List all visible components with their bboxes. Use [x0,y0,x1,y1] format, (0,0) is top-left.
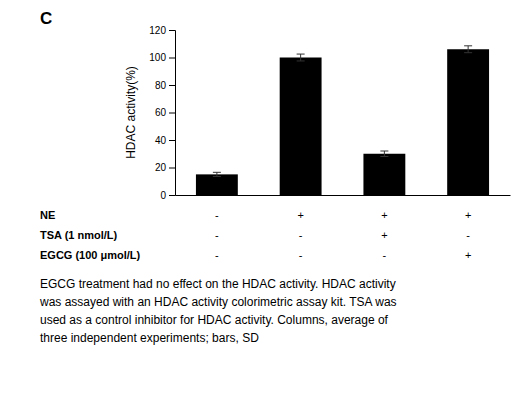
error-bar [213,172,221,176]
caption-line: EGCG treatment had no effect on the HDAC… [40,277,396,291]
y-axis-line [169,31,176,196]
panel-label: C [40,9,52,28]
caption-line: used as a control inhibitor for HDAC act… [40,313,389,327]
y-tick-label: 40 [155,135,167,146]
error-bar [380,151,388,157]
bar [196,174,238,195]
y-tick-mark [169,30,175,31]
error-bar-segment [213,176,221,177]
error-bar-segment [380,151,388,152]
error-bar-segment [464,45,472,46]
bar [363,154,405,195]
row-sign: - [299,249,303,261]
y-tick: 60 [155,107,175,118]
row-sign: + [297,209,303,221]
y-tick: 20 [155,162,175,173]
error-bar-segment [297,60,305,61]
caption-line: three independent experiments; bars, SD [40,331,259,345]
y-tick-label: 20 [155,162,167,173]
error-bar-segment [384,151,385,157]
error-bar-segment [213,172,221,173]
chart-svg: 0 20 40 60 80 100 120 HDAC activity(%) C NE - + + + TS… [0,0,529,397]
y-tick: 100 [149,52,175,63]
row-sign: - [466,229,470,241]
y-tick-label: 80 [155,80,167,91]
bar [280,58,322,196]
y-tick-label: 120 [149,25,166,36]
marks [196,46,489,195]
y-axis: 0 20 40 60 80 100 120 [149,25,175,201]
y-tick-label: 100 [149,52,166,63]
caption-line: was assayed with an HDAC activity colori… [39,295,397,309]
row-sign: - [299,229,303,241]
error-bar-segment [216,172,217,176]
row-sign: + [465,249,471,261]
y-tick-mark [169,85,175,86]
y-tick: 40 [155,135,175,146]
row-sign: - [215,229,219,241]
error-bar-segment [300,54,301,61]
error-bar-segment [468,46,469,53]
error-bar-segment [380,156,388,157]
y-tick-mark [169,140,175,141]
row-sign: + [381,209,387,221]
y-axis-title: HDAC activity(%) [124,66,138,159]
row-sign: + [465,209,471,221]
error-bar-segment [464,52,472,53]
y-tick: 120 [149,25,175,36]
chart-container: 0 20 40 60 80 100 120 HDAC activity(%) C NE - + + + TS… [0,0,529,397]
row-sign: + [381,229,387,241]
y-tick-mark [169,113,175,114]
row-sign: - [383,249,387,261]
y-tick: 80 [155,80,175,91]
row-label: TSA (1 nmol/L) [40,229,118,241]
table: NE - + + + TSA (1 nmol/L) - - + - EGCG (100 μmol/L… [40,209,471,261]
error-bar [297,54,305,61]
y-tick-mark [169,195,175,196]
x-axis [176,195,511,196]
y-tick-label: 0 [160,190,166,201]
row-sign: - [215,249,219,261]
error-bar [464,46,472,53]
row-sign: - [215,209,219,221]
y-tick: 0 [160,190,175,201]
row-label: NE [40,209,55,221]
caption: EGCG treatment had no effect on the HDAC… [39,277,397,345]
row-label: EGCG (100 μmol/L) [40,249,141,261]
y-tick-mark [169,58,175,59]
y-tick-label: 60 [155,107,167,118]
y-tick-mark [169,168,175,169]
error-bar-segment [297,54,305,55]
bar [447,49,489,195]
x-axis-line [176,195,511,196]
